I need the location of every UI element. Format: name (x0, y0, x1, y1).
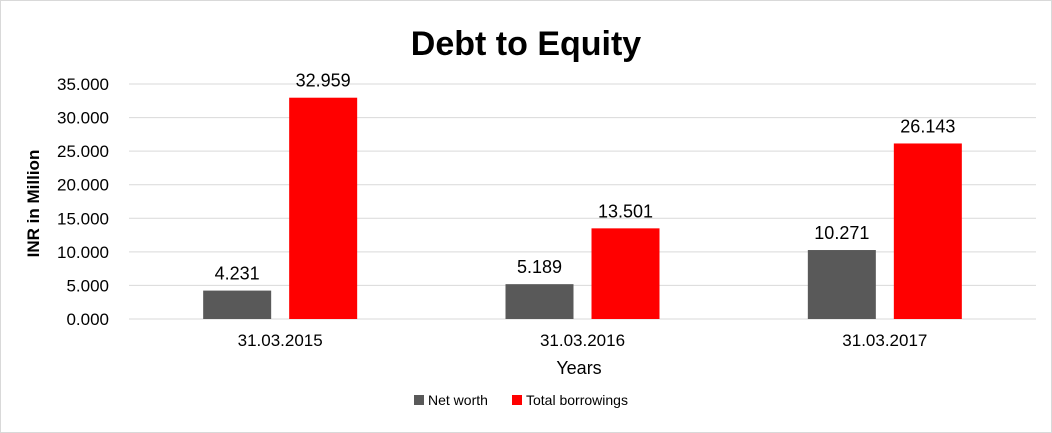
bar-total-borrowings (289, 97, 358, 319)
legend-swatch-net-worth (414, 395, 424, 405)
y-tick-label: 15.000 (57, 209, 109, 228)
y-tick-label: 5.000 (66, 276, 109, 295)
x-axis-ticks: 31.03.2015 31.03.2016 31.03.2017 (238, 331, 928, 350)
legend-swatch-total-borrowings (512, 395, 522, 405)
data-label: 26.143 (900, 116, 955, 136)
legend: Net worth Total borrowings (414, 392, 628, 408)
gridlines (129, 83, 1036, 320)
y-tick-label: 35.000 (57, 75, 109, 94)
x-axis-title: Years (556, 358, 601, 378)
x-tick-label: 31.03.2015 (238, 331, 323, 350)
data-label: 13.501 (598, 201, 653, 221)
y-tick-label: 10.000 (57, 243, 109, 262)
x-tick-label: 31.03.2016 (540, 331, 625, 350)
legend-label: Net worth (428, 392, 488, 408)
data-label: 5.189 (517, 257, 562, 277)
bar-net-worth (203, 290, 272, 319)
y-axis-ticks: 0.000 5.000 10.000 15.000 20.000 25.000 30.000… (57, 75, 109, 329)
bar-net-worth (505, 284, 574, 319)
legend-label: Total borrowings (526, 392, 628, 408)
bars: 4.231 32.959 5.189 13.501 10.271 26.143 (203, 71, 962, 319)
bar-total-borrowings (893, 143, 962, 319)
y-tick-label: 20.000 (57, 176, 109, 195)
bar-total-borrowings (591, 228, 660, 319)
y-tick-label: 0.000 (66, 310, 109, 329)
bar-net-worth (807, 250, 876, 319)
y-axis-title: INR in Million (24, 150, 43, 258)
data-label: 4.231 (215, 264, 260, 284)
data-label: 32.959 (296, 71, 351, 91)
chart-title: Debt to Equity (411, 25, 642, 63)
y-tick-label: 30.000 (57, 109, 109, 128)
x-tick-label: 31.03.2017 (842, 331, 927, 350)
y-tick-label: 25.000 (57, 142, 109, 161)
data-label: 10.271 (814, 223, 869, 243)
